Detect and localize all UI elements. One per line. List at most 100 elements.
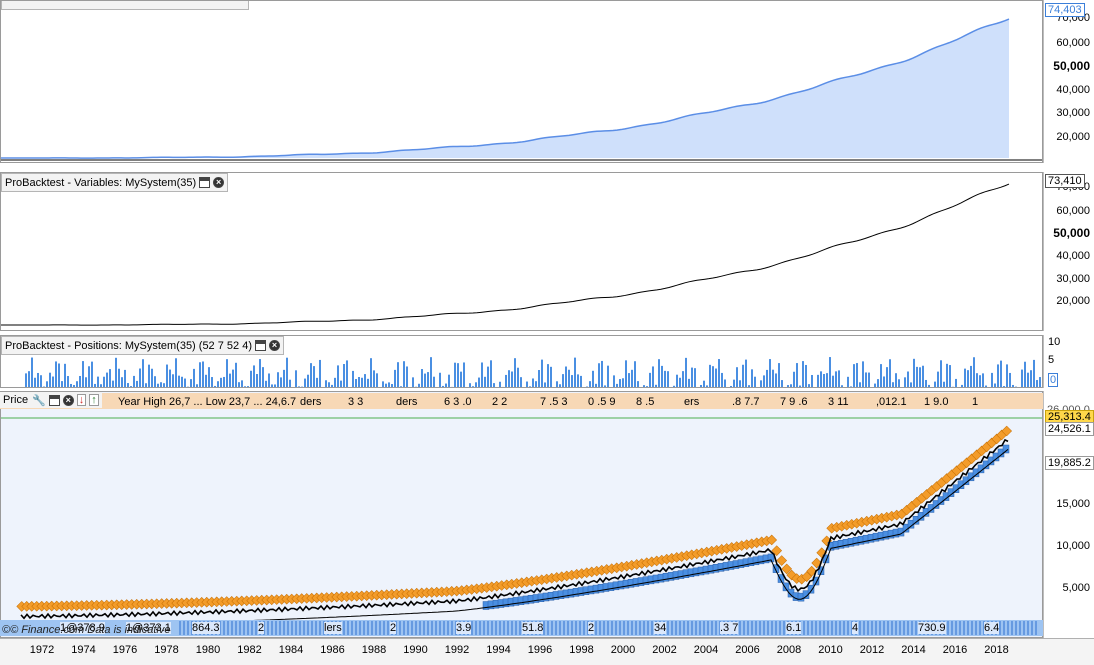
position-bar (541, 360, 543, 387)
position-bar (463, 362, 465, 387)
close-icon[interactable]: × (213, 177, 224, 188)
position-bar (949, 365, 951, 387)
price-chart (1, 392, 1043, 638)
maximize-icon[interactable] (199, 177, 210, 188)
position-bar (166, 365, 168, 387)
position-bar (1012, 385, 1014, 387)
position-bar (1000, 361, 1002, 387)
position-bar (880, 364, 882, 387)
position-bar (526, 382, 528, 387)
position-bar (835, 371, 837, 387)
position-bar (169, 370, 171, 387)
year-label: 1982 (237, 644, 261, 656)
position-bar (763, 375, 765, 387)
year-label: 1976 (113, 644, 137, 656)
position-bar (241, 380, 243, 387)
equity-tick: 30,000 (1056, 107, 1090, 119)
trade-band-label: 3.9 (456, 622, 471, 634)
position-bar (244, 386, 246, 387)
position-bar (694, 368, 696, 387)
position-bar (619, 379, 621, 387)
position-bar (691, 368, 693, 387)
position-bar (136, 381, 138, 387)
equity-area (1, 19, 1009, 158)
year-label: 1988 (362, 644, 386, 656)
position-bar (829, 357, 831, 387)
position-bar (67, 376, 69, 387)
position-bar (532, 378, 534, 387)
position-bar (745, 360, 747, 387)
price-line (21, 440, 1008, 618)
position-bar (514, 358, 516, 387)
position-bar (202, 361, 204, 387)
position-bar (58, 363, 60, 387)
close-icon[interactable]: × (269, 340, 280, 351)
variables-panel-title: ProBacktest - Variables: MySystem(35) (5, 177, 196, 189)
sell-arrow-icon[interactable]: ↓ (77, 394, 87, 406)
position-bar (121, 377, 123, 387)
position-bar (985, 386, 987, 387)
position-bar (742, 365, 744, 387)
position-bar (508, 370, 510, 387)
position-bar (28, 371, 30, 387)
equity-tick: 20,000 (1056, 131, 1090, 143)
position-bar (295, 370, 297, 387)
position-bar (118, 369, 120, 387)
maximize-icon[interactable] (255, 340, 266, 351)
position-bar (37, 373, 39, 387)
year-label: 1994 (486, 644, 510, 656)
variables-axis: 70,000 60,000 50,000 40,000 30,000 20,00… (1043, 172, 1094, 331)
position-bar (622, 378, 624, 387)
position-bar (787, 385, 789, 387)
position-bar (112, 381, 114, 387)
variables-last-value: 73,410 (1045, 174, 1085, 188)
position-bar (847, 377, 849, 387)
position-bar (658, 359, 660, 387)
position-bar (799, 386, 801, 387)
position-bar (208, 367, 210, 387)
position-bar (631, 370, 633, 387)
close-icon[interactable]: × (63, 395, 74, 406)
position-bar (46, 381, 48, 387)
equity-panel-header (1, 0, 249, 10)
trade-band-label: .3 7 (720, 622, 738, 634)
year-label: 1990 (403, 644, 427, 656)
position-bar (538, 370, 540, 387)
position-bar (646, 386, 648, 387)
position-bar (70, 384, 72, 387)
position-bar (991, 373, 993, 387)
position-bar (832, 376, 834, 387)
position-bar (151, 369, 153, 387)
position-bar (205, 375, 207, 387)
position-bar (925, 380, 927, 387)
position-bar (229, 374, 231, 387)
position-bar (367, 379, 369, 387)
positions-tick: 10 (1048, 336, 1060, 348)
position-bar (475, 382, 477, 387)
position-bar (346, 360, 348, 387)
position-bar (1021, 370, 1023, 387)
position-bar (52, 377, 54, 387)
trade-band-label: 2 (588, 622, 594, 634)
position-bar (703, 381, 705, 387)
position-bar (730, 386, 732, 387)
info-fragment: ,012.1 (876, 396, 907, 408)
position-bar (448, 375, 450, 387)
wrench-icon[interactable]: 🔧 (32, 394, 46, 407)
buy-arrow-icon[interactable]: ↑ (89, 394, 99, 406)
price-partial-top: 26,000.0 (1045, 403, 1092, 410)
variables-tick: 20,000 (1056, 295, 1090, 307)
position-bar (73, 385, 75, 387)
position-bar (235, 363, 237, 387)
info-fragment: 1 9.0 (924, 396, 948, 408)
year-label: 2002 (652, 644, 676, 656)
position-bar (682, 371, 684, 387)
maximize-icon[interactable] (49, 395, 60, 406)
equity-axis: 70,000 60,000 50,000 40,000 30,000 20,00… (1043, 0, 1094, 163)
equity-tick: 60,000 (1056, 37, 1090, 49)
position-bar (652, 366, 654, 387)
year-label: 1992 (445, 644, 469, 656)
position-bar (238, 382, 240, 387)
position-bar (1024, 362, 1026, 387)
